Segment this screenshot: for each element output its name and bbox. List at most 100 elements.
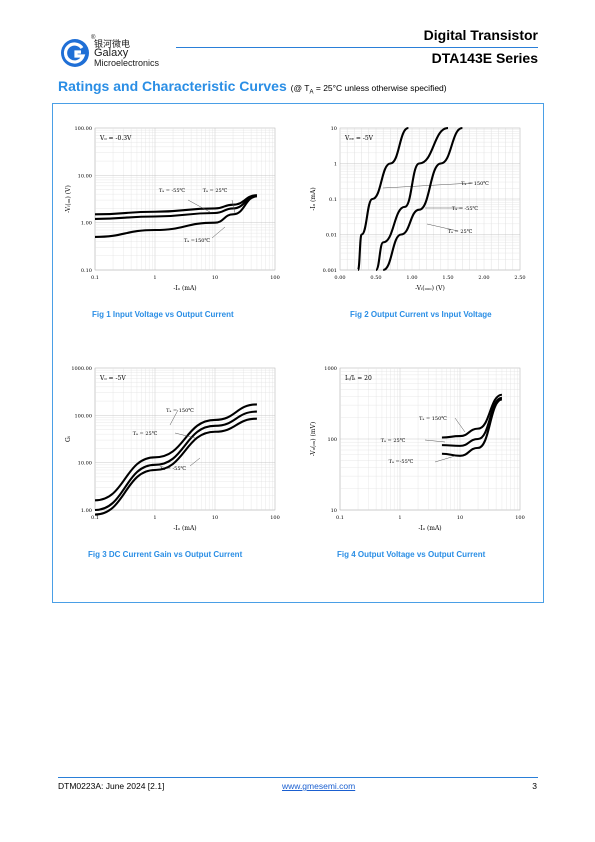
company-subtitle: Microelectronics (94, 58, 160, 68)
x-tick-label: 10 (212, 515, 218, 521)
registered-mark: ® (91, 35, 96, 41)
fig2-caption: Fig 2 Output Current vs Input Voltage (350, 310, 492, 319)
company-chinese-name: 银河微电 (94, 40, 131, 50)
series-line (94, 194, 258, 220)
page-number: 3 (532, 781, 537, 791)
condition-label: Vₒ = -0.3V (99, 135, 132, 142)
section-title: Ratings and Characteristic Curves (58, 78, 287, 94)
series-line (94, 410, 257, 512)
fig1-caption: Fig 1 Input Voltage vs Output Current (92, 310, 234, 319)
x-tick-label: 1.00 (406, 275, 417, 281)
grid (339, 368, 520, 511)
y-axis-label: -Iₒ (mA) (310, 187, 317, 210)
y-tick-label: 10 (331, 508, 337, 514)
footer-rule (58, 777, 538, 778)
series-label: Tₐ = -55℃ (160, 466, 187, 472)
x-tick-label: 0.1 (91, 275, 99, 281)
x-tick-label: 1 (153, 275, 156, 281)
x-tick-label: 10 (457, 515, 463, 521)
fig4-caption: Fig 4 Output Voltage vs Output Current (337, 550, 486, 559)
galaxy-logo-icon (61, 39, 89, 67)
series-label: Tₐ =150℃ (184, 238, 211, 244)
condition-label: Vₑₑ = -5V (344, 135, 374, 142)
y-tick-label: 1.00 (81, 221, 92, 227)
chart-fig2: 0.00 0.50 1.00 1.50 2.00 2.50 0.001 0.01 0.1 1 10 -… (310, 126, 526, 292)
y-tick-label: 0.001 (323, 268, 337, 274)
series-leader (189, 457, 201, 467)
series-line (382, 126, 463, 272)
series-line (441, 393, 503, 439)
x-axis-label: -Iₒ (mA) (173, 525, 196, 532)
series-leader (169, 409, 179, 426)
grid (94, 128, 275, 271)
condition-label: Vₒ = -5V (99, 375, 126, 382)
y-tick-label: 100.00 (75, 413, 93, 419)
y-tick-label: 10.00 (78, 173, 92, 179)
series-label: Tₐ = 25℃ (448, 229, 473, 235)
chart-fig3: 0.1 1 10 100 1.00 10.00 100.00 1000.00 -Iₒ (mA) G… (65, 366, 280, 532)
series-line (374, 126, 449, 272)
series-label: Tₐ = -55℃ (452, 206, 479, 212)
y-tick-label: 0.10 (81, 268, 92, 274)
series-label: Tₐ = 25℃ (381, 438, 406, 444)
x-axis-label: -Iₒ (mA) (173, 285, 196, 292)
company-name: Galaxy (94, 47, 129, 59)
document-series: DTA143E Series (431, 50, 538, 66)
section-note: (@ TA = 25°C unless otherwise specified) (290, 83, 447, 96)
series-line (94, 417, 257, 516)
x-tick-label: 100 (270, 275, 280, 281)
x-tick-label: 2.00 (478, 275, 489, 281)
series-line (94, 195, 258, 238)
section-heading: Ratings and Characteristic Curves (@ TA … (58, 78, 447, 96)
y-tick-label: 100.00 (75, 126, 93, 132)
y-axis-label: -Vᵢ(ₒₙ) (V) (65, 185, 72, 213)
x-tick-label: 10 (212, 275, 218, 281)
x-tick-label: 0.50 (370, 275, 381, 281)
series-line (94, 403, 257, 502)
x-tick-label: 0.00 (334, 275, 345, 281)
y-tick-label: 10.00 (78, 461, 92, 467)
series-leader (454, 417, 466, 433)
y-tick-label: 1000.00 (71, 366, 92, 372)
y-tick-label: 100 (327, 437, 337, 443)
series-leader (187, 199, 211, 213)
series-label: Tₐ = 25℃ (203, 188, 228, 194)
document-title: Digital Transistor (423, 27, 538, 43)
x-tick-label: 100 (270, 515, 280, 521)
condition-label: Iₒ/Iᵢ = 20 (345, 375, 372, 382)
y-tick-label: 0.01 (326, 233, 337, 239)
x-axis-label: -Iₒ (mA) (418, 525, 441, 532)
y-tick-label: 10 (331, 126, 337, 132)
series-leader (211, 226, 226, 239)
series-line (94, 194, 258, 216)
series-leader (434, 455, 456, 463)
series-label: Tₐ =-55℃ (389, 459, 414, 465)
y-tick-label: 0.1 (329, 197, 337, 203)
website-link[interactable]: www.gmesemi.com (282, 781, 356, 791)
series-label: Tₐ = 150℃ (166, 408, 194, 414)
series-label: Tₐ = 150℃ (461, 181, 489, 187)
fig3-caption: Fig 3 DC Current Gain vs Output Current (88, 550, 243, 559)
x-tick-label: 1 (153, 515, 156, 521)
x-tick-label: 0.1 (91, 515, 99, 521)
header-rule (176, 47, 538, 48)
series-leader (426, 223, 459, 232)
series-line (441, 398, 503, 457)
series-leader (231, 199, 236, 214)
y-axis-label: Gᵢ (65, 435, 72, 442)
y-axis-label: -Vₒ(ₒₙ) (mV) (310, 422, 317, 456)
y-tick-label: 1 (334, 162, 337, 168)
series-leader (382, 182, 474, 189)
chart-fig4: 0.1 1 10 100 10 100 1000 -Iₒ (mA) -Vₒ(ₒₙ) (mV) Iₒ… (310, 366, 525, 532)
x-axis-label: -Vᵢ(ₒₒₒ) (V) (415, 285, 445, 292)
document-code: DTM0223A: June 2024 [2.1] (58, 781, 165, 791)
series-label: Tₐ = 150℃ (419, 416, 447, 422)
x-tick-label: 1.50 (442, 275, 453, 281)
charts-frame (52, 103, 544, 603)
x-tick-label: 100 (515, 515, 525, 521)
series-line (356, 126, 409, 272)
y-tick-label: 1000 (324, 366, 337, 372)
x-tick-label: 2.50 (514, 275, 525, 281)
x-tick-label: 0.1 (336, 515, 344, 521)
y-tick-label: 1.00 (81, 508, 92, 514)
